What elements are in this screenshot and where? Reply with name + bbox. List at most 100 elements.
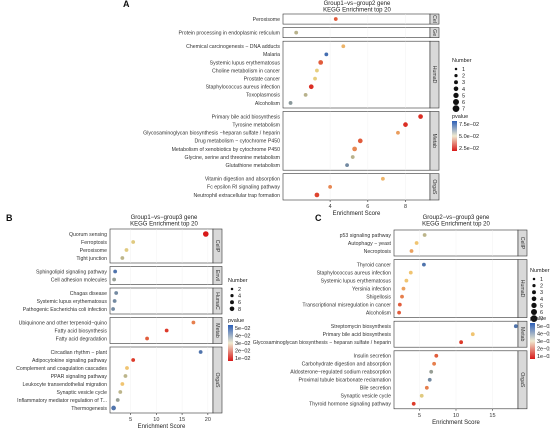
- data-point: [164, 328, 169, 333]
- term-label: Systemic lupus erythematosus: [321, 278, 392, 284]
- legend-size-label: 2: [238, 287, 241, 293]
- facet-strip-label: HumaC: [214, 292, 220, 310]
- data-point: [470, 332, 475, 337]
- legend-size-label: 2: [540, 284, 543, 290]
- data-point: [112, 277, 117, 282]
- facet-panel: [109, 228, 214, 264]
- facet-strip: [517, 350, 528, 410]
- legend-size-label: 5: [540, 303, 543, 309]
- panel-title: KEGG Enrichment top 20: [323, 8, 391, 14]
- data-point: [513, 324, 518, 329]
- term-label: Prostate cancer: [244, 76, 281, 82]
- term-label: Necroptosis: [364, 249, 392, 255]
- term-label: Thyroid cancer: [357, 262, 392, 268]
- term-label: Systemic lupus erythematosus: [210, 60, 281, 66]
- data-point: [288, 101, 293, 105]
- term-label: Glycine, serine and threonine metabolism: [185, 155, 280, 161]
- data-point: [318, 60, 324, 65]
- data-point: [341, 44, 346, 49]
- data-point: [308, 84, 314, 90]
- data-point: [120, 256, 125, 260]
- data-point: [350, 155, 355, 159]
- term-label: Thyroid hormone signaling pathway: [309, 402, 391, 408]
- term-label: Pathogenic Escherichia coli infection: [23, 307, 107, 313]
- data-point: [357, 138, 363, 144]
- legend-pvalue-title: pvalue: [228, 318, 244, 324]
- data-point: [315, 68, 319, 73]
- data-point: [191, 320, 196, 325]
- legend-pvalue-label: 2e−02: [235, 349, 250, 355]
- legend-size-label: 4: [462, 87, 465, 93]
- term-label: Ubiquinone and other terpenoid−quino: [19, 320, 108, 326]
- x-tick-label: 10: [453, 413, 459, 419]
- term-label: Circadian rhythm − plant: [51, 350, 108, 356]
- term-label: Glycosaminoglycan biosynthesis − heparan…: [253, 340, 391, 346]
- data-point: [403, 122, 408, 127]
- legend-size-label: 3: [462, 80, 465, 86]
- legend-size-dot: [230, 300, 234, 305]
- facet-strip-label: HumaD: [519, 280, 525, 298]
- x-tick-label: 5: [129, 417, 132, 423]
- data-point: [114, 291, 119, 295]
- facet-strip-label: CellP: [214, 240, 220, 253]
- facet-strip-label: CellP: [519, 237, 525, 250]
- data-point: [422, 262, 426, 267]
- legend-number-title: Number: [452, 58, 472, 64]
- data-point: [404, 278, 409, 283]
- data-point: [131, 358, 136, 362]
- term-label: Ferroptosis: [81, 240, 107, 246]
- facet-strip-label: Envil: [214, 270, 220, 281]
- x-tick-label: 15: [179, 417, 185, 423]
- legend-size-dot: [229, 306, 235, 312]
- legend-size-dot: [531, 309, 537, 315]
- facet-panel: [282, 40, 431, 109]
- panel-title: KEGG Enrichment top 20: [422, 222, 490, 228]
- facet-strip: [429, 173, 440, 201]
- legend-size-label: 6: [238, 300, 241, 306]
- legend-colorbar: [228, 325, 233, 361]
- data-point: [202, 231, 209, 237]
- panel-title: Group1−vs−group2 gene: [324, 1, 391, 7]
- term-label: Insulin secretion: [354, 354, 392, 360]
- term-label: Staphylococcus aureus infection: [317, 270, 392, 276]
- legend-number-title: Number: [530, 268, 550, 274]
- legend-size-label: 8: [238, 307, 241, 313]
- data-point: [429, 369, 434, 374]
- facet-panel: [109, 346, 214, 414]
- data-point: [120, 382, 125, 386]
- facet-strip: [212, 228, 223, 264]
- legend-size-label: 1: [540, 277, 543, 283]
- facet-strip-label: Cel: [431, 15, 437, 23]
- data-point: [303, 92, 308, 97]
- data-point: [408, 270, 413, 275]
- legend-size-label: 6: [540, 310, 543, 316]
- term-label: Peroxisome: [253, 17, 281, 23]
- term-label: Fatty acid biosynthesis: [55, 328, 108, 334]
- term-label: Primary bile acid biosynthesis: [323, 332, 392, 338]
- data-point: [118, 390, 123, 394]
- term-label: Primary bile acid biosynthesis: [212, 114, 281, 120]
- legend-colorbar: [530, 323, 535, 359]
- term-label: Glycosaminoglycan biosynthesis −heparan …: [143, 131, 280, 137]
- facet-strip: [429, 40, 440, 109]
- x-tick-label: 10: [153, 417, 159, 423]
- legend-pvalue-label: 5e−02: [235, 326, 250, 332]
- legend-pvalue-label: 1e−02: [235, 356, 250, 362]
- facet-strip-label: Ge: [431, 29, 437, 36]
- data-point: [411, 401, 416, 406]
- term-label: Malaria: [263, 52, 280, 58]
- term-label: Chagas disease: [70, 291, 107, 297]
- legend-pvalue-label: 5e−02: [537, 324, 550, 330]
- facet-strip: [212, 287, 223, 315]
- data-point: [397, 310, 402, 315]
- data-point: [112, 299, 117, 303]
- legend-pvalue-title: pvalue: [452, 114, 468, 120]
- data-point: [459, 340, 464, 345]
- term-label: Quorum sensing: [69, 232, 107, 238]
- data-point: [111, 307, 115, 311]
- term-label: Fc epsilon RI signaling pathway: [207, 185, 280, 191]
